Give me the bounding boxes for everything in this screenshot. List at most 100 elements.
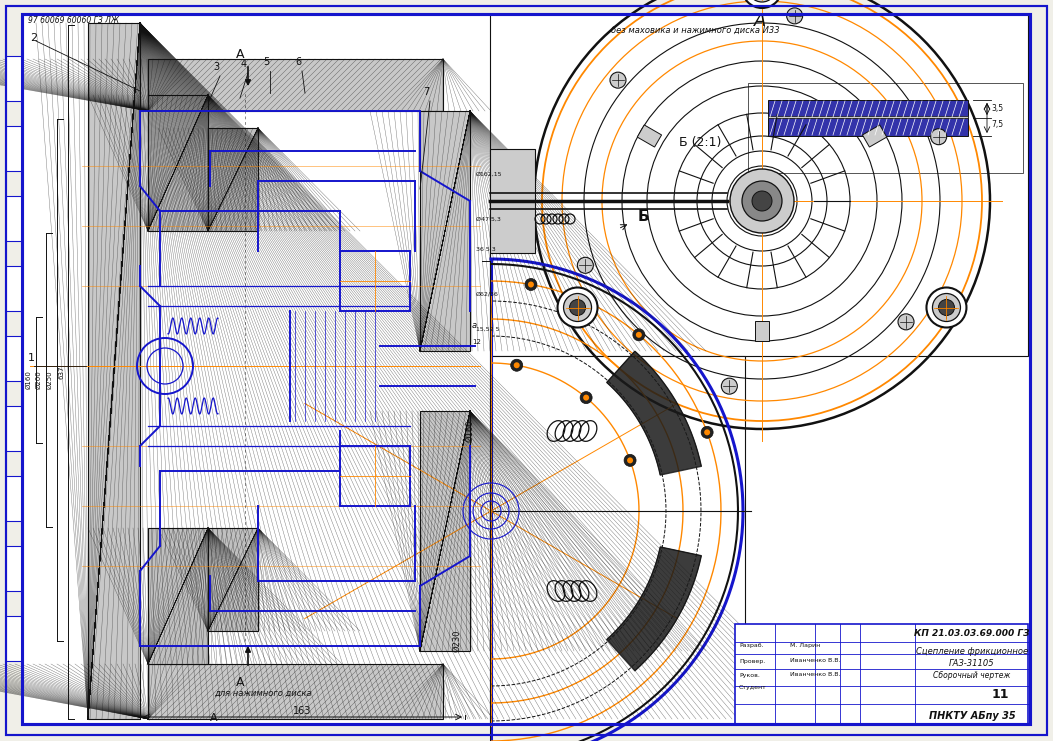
Text: 5: 5	[263, 57, 270, 67]
Bar	[420, 111, 470, 351]
Circle shape	[610, 72, 625, 88]
Text: 97 60069 60060 ГЗ ЛЖ: 97 60069 60060 ГЗ ЛЖ	[28, 16, 119, 25]
Circle shape	[701, 426, 713, 439]
Text: 7: 7	[423, 87, 430, 97]
Text: ПНКТУ АБпу 35: ПНКТУ АБпу 35	[929, 711, 1015, 721]
Bar	[490, 356, 746, 724]
Text: Иванченко В.В.: Иванченко В.В.	[790, 673, 840, 677]
Circle shape	[577, 257, 593, 273]
Circle shape	[704, 429, 710, 435]
Text: без маховика и нажимного диска И33: без маховика и нажимного диска И33	[611, 26, 779, 35]
Text: 12: 12	[472, 339, 481, 345]
Bar	[6, 196, 22, 241]
Text: 15,52 5: 15,52 5	[476, 327, 499, 332]
Text: ГАЗ-31105: ГАЗ-31105	[949, 659, 995, 668]
Text: Ø160: Ø160	[465, 419, 474, 442]
Text: 163: 163	[293, 706, 312, 716]
Circle shape	[787, 8, 802, 24]
Text: для нажимного диска: для нажимного диска	[214, 689, 312, 698]
Circle shape	[557, 288, 597, 328]
Bar	[6, 546, 22, 591]
Bar	[148, 95, 208, 231]
Bar	[768, 100, 968, 118]
Bar	[6, 616, 22, 661]
Circle shape	[938, 299, 954, 316]
Bar	[6, 476, 22, 521]
Text: А: А	[754, 12, 767, 30]
Bar	[748, 83, 1024, 173]
Text: 6: 6	[295, 57, 301, 67]
Text: КП 21.03.03.69.000 ГЗ: КП 21.03.03.69.000 ГЗ	[914, 628, 1030, 637]
Text: Ø200: Ø200	[36, 370, 42, 389]
Circle shape	[742, 181, 782, 221]
Bar	[420, 411, 470, 651]
Text: А: А	[236, 48, 244, 61]
Bar	[637, 125, 661, 147]
Circle shape	[748, 0, 776, 2]
Text: А: А	[236, 676, 244, 689]
Text: 7,5: 7,5	[991, 121, 1004, 130]
Bar	[490, 14, 1028, 356]
Text: Б (2:1): Б (2:1)	[679, 136, 721, 149]
Text: Разраб.: Разраб.	[739, 643, 763, 648]
Circle shape	[580, 392, 592, 404]
Bar	[6, 336, 22, 381]
Text: Иванченко В.В.: Иванченко В.В.	[790, 659, 840, 663]
Bar	[148, 528, 208, 664]
Circle shape	[511, 359, 522, 371]
Bar	[6, 406, 22, 451]
Text: Ø230: Ø230	[452, 630, 461, 652]
Bar	[148, 664, 443, 719]
Text: Сборочный чертеж: Сборочный чертеж	[933, 671, 1011, 680]
Bar	[208, 528, 258, 631]
Circle shape	[730, 169, 794, 233]
Text: 3,5: 3,5	[991, 104, 1004, 113]
Bar	[768, 118, 968, 136]
Circle shape	[742, 0, 782, 8]
Circle shape	[931, 129, 947, 144]
Bar	[88, 23, 140, 719]
Circle shape	[898, 314, 914, 330]
Bar	[735, 624, 1028, 724]
Text: Ø162,15: Ø162,15	[476, 172, 502, 177]
Bar	[768, 116, 968, 118]
Text: Ø62/36: Ø62/36	[476, 292, 499, 297]
Circle shape	[633, 329, 644, 341]
Text: Сцепление фрикционное: Сцепление фрикционное	[916, 648, 1028, 657]
Circle shape	[927, 288, 967, 328]
Text: Студент: Студент	[739, 685, 767, 691]
Circle shape	[752, 191, 772, 211]
Polygon shape	[607, 351, 701, 475]
Circle shape	[636, 332, 642, 338]
Text: Руков.: Руков.	[739, 673, 760, 677]
Text: М. Ларин: М. Ларин	[790, 643, 820, 648]
Text: 11: 11	[991, 688, 1009, 700]
Bar	[6, 126, 22, 171]
Bar	[78, 23, 480, 719]
Text: Ø250: Ø250	[47, 370, 53, 389]
Circle shape	[628, 457, 633, 463]
Bar	[6, 56, 22, 101]
Bar	[6, 266, 22, 311]
Circle shape	[563, 293, 592, 322]
Circle shape	[570, 299, 585, 316]
Text: Провер.: Провер.	[739, 659, 766, 663]
Bar	[755, 321, 769, 341]
Text: a: a	[472, 321, 477, 330]
Circle shape	[525, 279, 537, 290]
Circle shape	[514, 362, 520, 368]
Text: Б: Б	[638, 209, 650, 224]
Polygon shape	[607, 547, 701, 671]
Text: 3: 3	[213, 62, 219, 72]
Circle shape	[721, 378, 737, 394]
Text: 4: 4	[241, 59, 247, 69]
Text: Ø47 5,3: Ø47 5,3	[476, 217, 501, 222]
Bar	[490, 149, 535, 253]
Circle shape	[624, 454, 636, 466]
Circle shape	[528, 282, 534, 288]
Circle shape	[583, 395, 589, 401]
Bar	[208, 128, 258, 231]
Text: 2: 2	[29, 33, 37, 43]
Text: 36 5,3: 36 5,3	[476, 247, 496, 252]
Bar	[148, 59, 443, 111]
